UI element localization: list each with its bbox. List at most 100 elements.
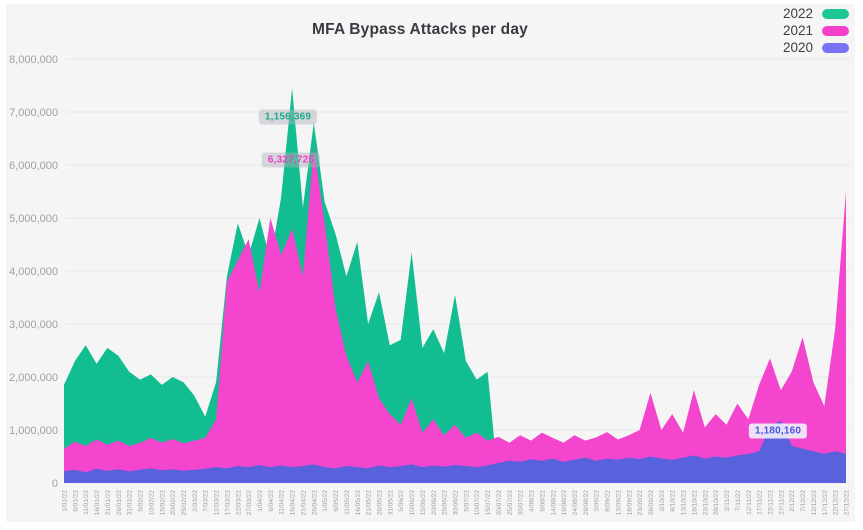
- y-tick-label: 6,000,000: [9, 160, 58, 172]
- x-tick-label: 30/07/22: [518, 490, 525, 516]
- legend-label: 2022: [782, 6, 813, 21]
- x-tick-label: 31/01/22: [127, 490, 134, 516]
- x-tick-label: 25/02/22: [181, 490, 188, 516]
- x-tick-label: 11/05/22: [344, 490, 351, 515]
- legend-swatch: [822, 8, 849, 19]
- x-tick-label: 28/10/22: [713, 490, 720, 516]
- x-tick-label: 8/10/22: [670, 490, 677, 512]
- x-tick-label: 12/03/22: [214, 490, 221, 516]
- x-tick-label: 30/06/22: [453, 490, 460, 516]
- y-tick-label: 0: [52, 478, 58, 490]
- x-tick-label: 28/09/22: [648, 490, 655, 516]
- x-tick-label: 22/03/22: [235, 490, 242, 516]
- x-tick-label: 10/02/22: [148, 490, 155, 516]
- x-tick-label: 23/10/22: [702, 490, 709, 516]
- x-tick-label: 18/10/22: [691, 490, 698, 516]
- chart-title: MFA Bypass Attacks per day: [312, 21, 528, 38]
- x-tick-label: 21/05/22: [366, 490, 373, 516]
- legend-swatch: [822, 42, 849, 53]
- data-label-2020: 1,180,160: [748, 423, 808, 439]
- x-tick-label: 22/12/22: [833, 490, 840, 516]
- x-tick-label: 4/08/22: [529, 490, 536, 512]
- legend-label: 2021: [782, 23, 813, 38]
- x-tick-label: 1/04/22: [257, 490, 264, 512]
- x-tick-label: 10/06/22: [409, 490, 416, 516]
- area-2020[interactable]: [64, 420, 846, 484]
- area-2021[interactable]: [64, 147, 846, 483]
- legend-swatch: [822, 25, 849, 36]
- x-tick-label: 22/11/22: [768, 490, 775, 515]
- y-tick-label: 5,000,000: [9, 213, 58, 225]
- x-tick-label: 5/02/22: [138, 490, 145, 512]
- x-tick-label: 25/06/22: [442, 490, 449, 516]
- y-tick-label: 2,000,000: [9, 372, 58, 384]
- x-tick-label: 27/11/22: [778, 490, 785, 515]
- x-tick-label: 16/05/22: [355, 490, 362, 516]
- x-tick-label: 15/06/22: [420, 490, 427, 516]
- x-tick-label: 24/08/22: [572, 490, 579, 516]
- x-tick-label: 27/12/22: [844, 490, 851, 516]
- x-tick-label: 14/08/22: [550, 490, 557, 516]
- x-tick-label: 11/04/22: [279, 490, 286, 515]
- x-tick-label: 16/04/22: [290, 490, 297, 516]
- x-tick-label: 31/05/22: [387, 490, 394, 516]
- legend-item-2022[interactable]: 2022: [783, 6, 849, 21]
- x-tick-label: 27/03/22: [246, 490, 253, 516]
- x-tick-label: 10/07/22: [474, 490, 481, 516]
- x-tick-label: 26/04/22: [311, 490, 318, 516]
- x-tick-label: 20/02/22: [170, 490, 177, 516]
- x-tick-label: 7/11/22: [735, 490, 742, 512]
- legend: 2022 2021 2020: [783, 6, 849, 55]
- x-tick-label: 11/01/22: [83, 490, 90, 515]
- x-tick-label: 5/07/22: [463, 490, 470, 512]
- y-tick-label: 7,000,000: [9, 107, 58, 119]
- x-tick-label: 20/06/22: [431, 490, 438, 516]
- x-tick-label: 3/09/22: [594, 490, 601, 512]
- x-tick-label: 6/01/22: [72, 490, 79, 512]
- x-tick-label: 6/05/22: [333, 490, 340, 512]
- x-tick-label: 23/09/22: [637, 490, 644, 516]
- x-tick-label: 13/09/22: [615, 490, 622, 516]
- x-tick-label: 7/03/22: [203, 490, 210, 512]
- x-tick-label: 17/03/22: [224, 490, 231, 516]
- x-tick-label: 19/08/22: [561, 490, 568, 516]
- x-tick-label: 17/12/22: [822, 490, 829, 516]
- x-tick-label: 2/11/22: [724, 490, 731, 512]
- legend-item-2020[interactable]: 2020: [783, 40, 849, 55]
- legend-item-2021[interactable]: 2021: [783, 23, 849, 38]
- x-tick-label: 15/07/22: [485, 490, 492, 516]
- x-tick-label: 6/04/22: [268, 490, 275, 512]
- x-tick-label: 1/01/22: [62, 490, 69, 512]
- data-label-2021: 6,327,725: [261, 152, 321, 168]
- x-tick-label: 20/07/22: [496, 490, 503, 516]
- x-tick-label: 5/06/22: [398, 490, 405, 512]
- x-tick-label: 8/09/22: [605, 490, 612, 512]
- x-tick-label: 12/12/22: [811, 490, 818, 516]
- x-tick-label: 2/03/22: [192, 490, 199, 512]
- x-tick-label: 26/01/22: [116, 490, 123, 516]
- y-tick-label: 8,000,000: [9, 54, 58, 66]
- x-tick-label: 7/12/22: [800, 490, 807, 512]
- x-tick-label: 18/09/22: [626, 490, 633, 516]
- legend-label: 2020: [782, 40, 813, 55]
- y-tick-label: 1,000,000: [9, 425, 58, 437]
- x-tick-label: 15/02/22: [159, 490, 166, 516]
- x-tick-label: 26/05/22: [377, 490, 384, 516]
- x-tick-label: 9/08/22: [539, 490, 546, 512]
- x-tick-label: 25/07/22: [507, 490, 514, 516]
- x-tick-label: 21/04/22: [300, 490, 307, 516]
- x-tick-label: 21/01/22: [105, 490, 112, 516]
- x-tick-label: 29/08/22: [583, 490, 590, 516]
- y-tick-label: 3,000,000: [9, 319, 58, 331]
- data-label-2022: 1,156,369: [258, 109, 318, 125]
- x-tick-label: 13/10/22: [681, 490, 688, 516]
- x-tick-label: 2/12/22: [789, 490, 796, 512]
- y-tick-label: 4,000,000: [9, 266, 58, 278]
- x-tick-label: 16/01/22: [94, 490, 101, 516]
- x-tick-label: 1/05/22: [322, 490, 329, 512]
- x-tick-label: 3/10/22: [659, 490, 666, 512]
- x-tick-label: 17/11/22: [757, 490, 764, 515]
- x-tick-label: 12/11/22: [746, 490, 753, 515]
